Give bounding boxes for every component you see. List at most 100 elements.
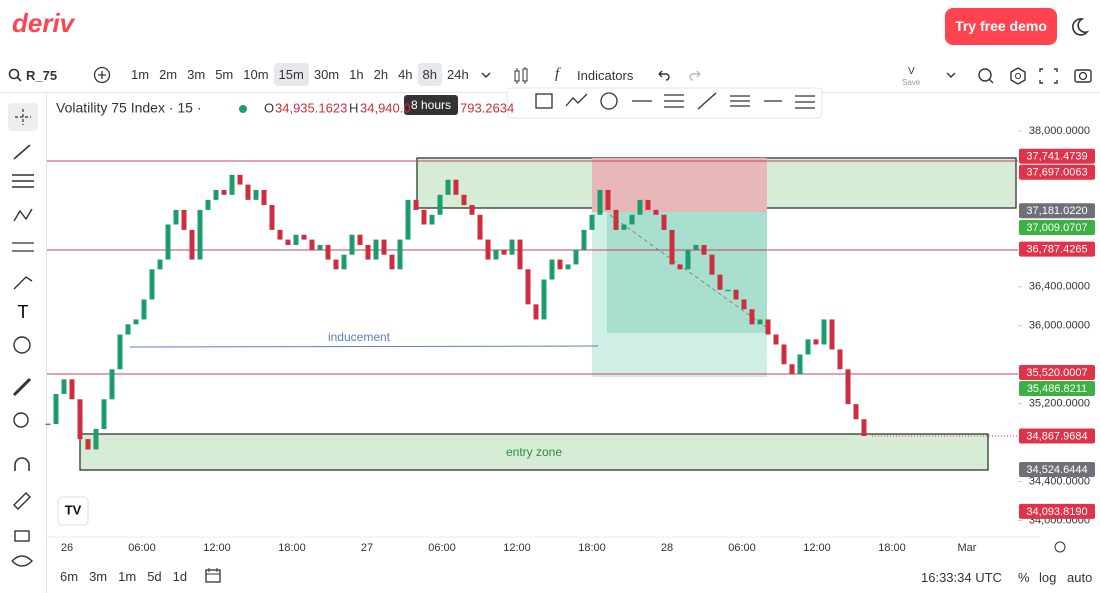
logo[interactable]: deriv	[12, 8, 75, 38]
range[interactable]: 1m	[118, 569, 137, 584]
chevron[interactable]	[480, 70, 492, 80]
price-tag	[1019, 503, 1095, 519]
toolbar: R_75 1m 2m 3m 5m 10m 15m 30m 1h 2h 4h 8h 24h f Indi…	[0, 60, 1100, 92]
candle	[821, 319, 827, 345]
range[interactable]: 1d	[172, 569, 188, 584]
price-tag-label: 35,486.8211	[1027, 383, 1087, 395]
fx-icon: f	[555, 66, 560, 82]
risk-zone	[592, 158, 767, 212]
candle	[685, 249, 691, 270]
price-tag	[1019, 428, 1095, 444]
y-tick-label: 36,400.0000	[1029, 281, 1090, 293]
range[interactable]: 3m	[89, 569, 108, 584]
interval[interactable]: 3m	[187, 67, 206, 82]
candle	[557, 259, 563, 270]
indicators-button[interactable]: Indicators	[577, 68, 634, 83]
settings-icon[interactable]	[1054, 541, 1066, 553]
candle	[77, 399, 83, 440]
ohlc-key: H	[349, 100, 358, 115]
interval[interactable]: 10m	[243, 67, 269, 82]
candle	[749, 309, 755, 325]
candle	[549, 259, 555, 280]
candle	[253, 189, 259, 200]
candle	[845, 369, 851, 405]
interval[interactable]: 24h	[447, 67, 469, 82]
candle	[413, 199, 419, 210]
price-tag	[1019, 164, 1095, 180]
percent-toggle[interactable]: %	[1018, 570, 1030, 585]
price-tag-label: 34,524.6444	[1026, 464, 1087, 476]
ohlc-value: 34,935.1623	[275, 100, 347, 115]
interval[interactable]: 1h	[349, 67, 364, 82]
candle	[805, 339, 811, 355]
candle	[445, 179, 451, 195]
layout-label[interactable]: V	[908, 66, 915, 77]
auto-toggle[interactable]: auto	[1067, 570, 1093, 585]
drawing-toolbar[interactable]	[506, 87, 823, 119]
candle	[597, 189, 603, 215]
candle	[181, 209, 187, 230]
price-tag	[1019, 220, 1095, 236]
toolbar-icons[interactable]	[976, 65, 1094, 87]
chart-type-icon[interactable]	[512, 66, 530, 86]
interval[interactable]: 1m	[131, 67, 150, 82]
save-label[interactable]: Save	[902, 78, 921, 87]
annotation: entry zone	[506, 445, 562, 459]
candle	[605, 189, 611, 210]
candle	[173, 209, 179, 225]
interval[interactable]: 30m	[313, 67, 340, 82]
candle	[853, 404, 859, 420]
range[interactable]: 5d	[147, 569, 162, 584]
drawing-sidebar[interactable]: T	[0, 93, 46, 593]
interval[interactable]: 2h	[373, 67, 389, 82]
candle	[717, 274, 723, 290]
interval[interactable]: 8h	[417, 63, 443, 86]
candle	[453, 179, 459, 195]
log-toggle[interactable]: log	[1039, 570, 1057, 585]
x-tick-label: 26	[61, 542, 73, 554]
x-tick-label: 12:00	[203, 542, 231, 554]
price-tag	[1019, 381, 1095, 397]
candle	[789, 364, 795, 375]
candle	[117, 334, 123, 370]
candle	[213, 189, 219, 200]
x-tick-label: 12:00	[803, 542, 831, 554]
chevron[interactable]	[945, 70, 957, 80]
candle	[653, 209, 659, 215]
candle	[661, 214, 667, 230]
candle	[277, 229, 283, 240]
trade-path	[609, 214, 771, 331]
candle	[165, 224, 171, 260]
redo-icon[interactable]	[688, 68, 704, 82]
undo-icon[interactable]	[655, 68, 671, 82]
add-icon[interactable]	[93, 66, 111, 84]
candle	[765, 319, 771, 335]
demo-button[interactable]: Try free demo	[945, 8, 1057, 45]
date-picker[interactable]	[204, 567, 222, 585]
interval[interactable]: 5m	[215, 67, 234, 82]
drawing-tools[interactable]	[535, 92, 815, 110]
candle	[837, 349, 843, 370]
x-tick-label: 12:00	[503, 542, 531, 554]
status-dot	[239, 105, 247, 113]
theme-toggle[interactable]	[1068, 16, 1090, 38]
interval[interactable]: 2m	[159, 67, 178, 82]
price-tag-label: 37,741.4739	[1026, 151, 1087, 163]
candle	[757, 319, 763, 325]
interval[interactable]: 15m	[273, 63, 309, 86]
candle	[477, 214, 483, 240]
candle	[109, 369, 115, 400]
range[interactable]: 6m	[60, 569, 79, 584]
candle	[589, 214, 595, 230]
candle	[133, 319, 139, 325]
price-tag	[1019, 365, 1095, 381]
candle	[581, 229, 587, 250]
candle	[285, 239, 291, 245]
candle	[61, 379, 67, 394]
candle	[149, 269, 155, 300]
interval[interactable]: 4h	[398, 67, 413, 82]
candle	[621, 224, 627, 230]
symbol[interactable]: R_75	[26, 68, 58, 83]
candle	[813, 339, 819, 345]
